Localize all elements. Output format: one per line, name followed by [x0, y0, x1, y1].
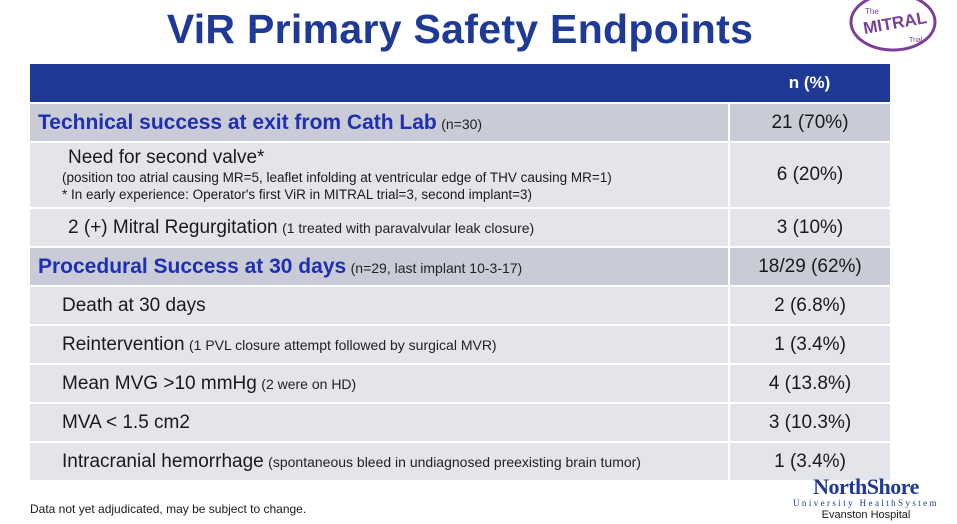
page-title: ViR Primary Safety Endpoints: [166, 6, 754, 52]
table-header-row: n (%): [30, 64, 890, 104]
header-label-cell: [30, 64, 729, 104]
header-value-cell: n (%): [729, 64, 890, 104]
northshore-logo: NorthShore University HealthSystem Evans…: [788, 474, 944, 522]
row-value: 6 (20%): [729, 142, 890, 209]
row-label: Reintervention (1 PVL closure attempt fo…: [30, 325, 730, 365]
row-value: 21 (70%): [729, 103, 890, 143]
table-row: Technical success at exit from Cath Lab …: [30, 103, 890, 143]
table-row: MVA < 1.5 cm2 3 (10.3%): [30, 403, 890, 443]
row-value: 2 (6.8%): [729, 286, 890, 326]
table-row: Death at 30 days 2 (6.8%): [30, 286, 890, 326]
row-label: Death at 30 days: [30, 286, 730, 326]
row-label: Intracranial hemorrhage (spontaneous ble…: [30, 442, 730, 482]
row-main-text: Need for second valve*: [68, 147, 265, 168]
section-title-procedural: Procedural Success at 30 days: [38, 254, 347, 278]
table-row: Need for second valve* (position too atr…: [30, 142, 890, 209]
row-value: 1 (3.4%): [729, 325, 890, 365]
row-value: 3 (10.3%): [729, 403, 890, 443]
northshore-subtitle: University HealthSystem: [793, 498, 939, 508]
row-main-text: Intracranial hemorrhage: [62, 450, 264, 472]
row-main-text: Mean MVG >10 mmHg: [62, 372, 257, 394]
mitral-trial-logo: The MITRAL Trial: [849, 0, 939, 52]
row-label: Mean MVG >10 mmHg (2 were on HD): [30, 364, 730, 404]
row-label: Procedural Success at 30 days (n=29, las…: [30, 247, 730, 287]
table-row: Procedural Success at 30 days (n=29, las…: [30, 247, 890, 287]
row-label: 2 (+) Mitral Regurgitation (1 treated wi…: [30, 208, 730, 248]
row-main-text: MVA < 1.5 cm2: [62, 411, 190, 433]
row-value: 18/29 (62%): [729, 247, 890, 287]
row-detail-2: * In early experience: Operator's first …: [62, 187, 533, 202]
table-row: Intracranial hemorrhage (spontaneous ble…: [30, 442, 890, 482]
table-row: Mean MVG >10 mmHg (2 were on HD) 4 (13.8…: [30, 364, 890, 404]
row-label: Technical success at exit from Cath Lab …: [30, 103, 730, 143]
row-note: (spontaneous bleed in undiagnosed preexi…: [268, 453, 641, 470]
row-note: (n=29, last implant 10-3-17): [350, 259, 523, 276]
row-main-text: Reintervention: [62, 333, 185, 355]
section-title-technical: Technical success at exit from Cath Lab: [38, 110, 437, 134]
hospital-name: Evanston Hospital: [821, 509, 911, 521]
row-value: 4 (13.8%): [729, 364, 890, 404]
row-main-text: 2 (+) Mitral Regurgitation: [68, 216, 278, 238]
logo-trial-text: Trial: [909, 37, 923, 44]
row-detail-1: (position too atrial causing MR=5, leafl…: [62, 170, 612, 185]
row-label: Need for second valve* (position too atr…: [30, 142, 730, 209]
row-note: (1 PVL closure attempt followed by surgi…: [188, 336, 497, 353]
row-label: MVA < 1.5 cm2: [30, 403, 730, 443]
logo-small-text: The: [865, 7, 879, 16]
row-main-text: Death at 30 days: [62, 294, 206, 316]
table-row: Reintervention (1 PVL closure attempt fo…: [30, 325, 890, 365]
row-note: (1 treated with paravalvular leak closur…: [282, 219, 535, 236]
row-value: 1 (3.4%): [729, 442, 890, 482]
endpoints-table: n (%) Technical success at exit from Cat…: [30, 64, 890, 482]
row-value: 3 (10%): [729, 208, 890, 248]
row-note: (2 were on HD): [261, 375, 357, 392]
row-note: (n=30): [441, 115, 483, 132]
table-row: 2 (+) Mitral Regurgitation (1 treated wi…: [30, 208, 890, 248]
northshore-name: NorthShore: [813, 474, 919, 499]
disclaimer-note: Data not yet adjudicated, may be subject…: [30, 502, 307, 516]
